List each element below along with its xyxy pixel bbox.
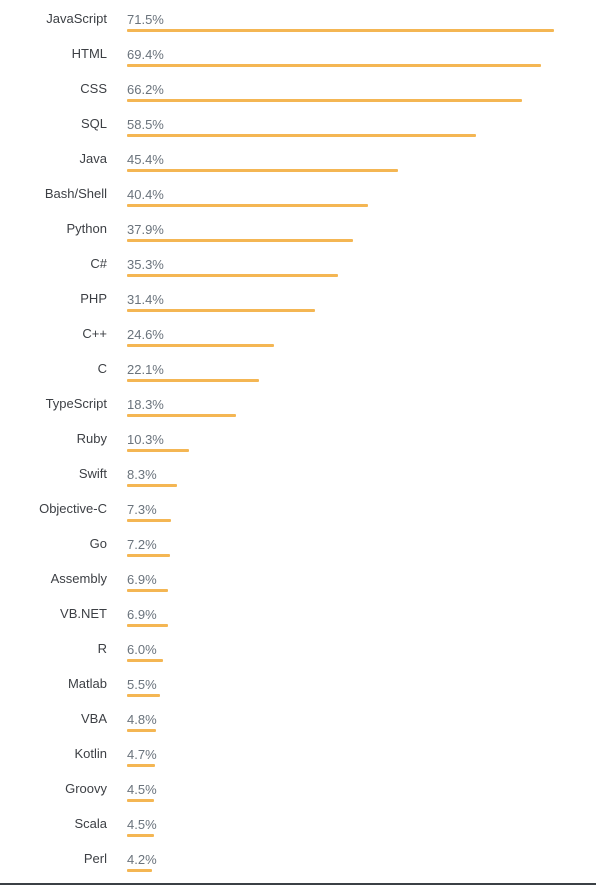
- value-label: 24.6%: [127, 327, 164, 342]
- value-label: 6.0%: [127, 642, 157, 657]
- bar: [127, 344, 274, 347]
- category-label: VB.NET: [60, 606, 107, 621]
- bar: [127, 29, 554, 32]
- value-label: 4.5%: [127, 782, 157, 797]
- bar: [127, 484, 177, 487]
- category-label: TypeScript: [45, 396, 107, 411]
- value-label: 4.7%: [127, 747, 157, 762]
- bar: [127, 204, 368, 207]
- value-label: 10.3%: [127, 432, 164, 447]
- bar: [127, 799, 154, 802]
- category-label: Swift: [78, 466, 107, 481]
- value-label: 4.5%: [127, 817, 157, 832]
- bar: [127, 239, 353, 242]
- value-label: 22.1%: [127, 362, 164, 377]
- category-label: Objective-C: [39, 501, 107, 516]
- bar: [127, 624, 168, 627]
- category-label: Java: [79, 151, 107, 166]
- value-label: 40.4%: [127, 187, 164, 202]
- value-label: 5.5%: [127, 677, 157, 692]
- category-label: SQL: [80, 116, 107, 131]
- value-label: 31.4%: [127, 292, 164, 307]
- category-label: C: [97, 361, 107, 376]
- category-label: Matlab: [67, 676, 107, 691]
- bar: [127, 834, 154, 837]
- category-label: C++: [82, 326, 107, 341]
- category-label: Python: [66, 221, 107, 236]
- category-label: Bash/Shell: [44, 186, 107, 201]
- category-label: R: [97, 641, 107, 656]
- value-label: 7.2%: [127, 537, 157, 552]
- bar: [127, 764, 155, 767]
- value-label: 69.4%: [127, 47, 164, 62]
- category-label: Kotlin: [74, 746, 107, 761]
- value-label: 6.9%: [127, 607, 157, 622]
- bar: [127, 694, 160, 697]
- category-label: CSS: [80, 81, 107, 96]
- bar: [127, 659, 163, 662]
- bar: [127, 309, 315, 312]
- category-label: HTML: [71, 46, 107, 61]
- value-label: 58.5%: [127, 117, 164, 132]
- bar: [127, 134, 476, 137]
- bottom-divider: [0, 883, 596, 885]
- value-label: 18.3%: [127, 397, 164, 412]
- bar: [127, 869, 152, 872]
- value-label: 4.2%: [127, 852, 157, 867]
- value-label: 8.3%: [127, 467, 157, 482]
- bar: [127, 589, 168, 592]
- category-label: Ruby: [76, 431, 107, 446]
- value-label: 6.9%: [127, 572, 157, 587]
- category-label: PHP: [80, 291, 107, 306]
- bar: [127, 379, 259, 382]
- category-label: Perl: [83, 851, 107, 866]
- value-label: 37.9%: [127, 222, 164, 237]
- value-label: 66.2%: [127, 82, 164, 97]
- bar: [127, 274, 338, 277]
- bar: [127, 449, 189, 452]
- bar: [127, 519, 171, 522]
- bar: [127, 99, 522, 102]
- value-label: 35.3%: [127, 257, 164, 272]
- bar: [127, 554, 170, 557]
- category-label: C#: [90, 256, 107, 271]
- category-label: Scala: [74, 816, 107, 831]
- category-label: JavaScript: [46, 11, 107, 26]
- bar: [127, 729, 156, 732]
- bar: [127, 169, 398, 172]
- value-label: 71.5%: [127, 12, 164, 27]
- category-label: Go: [89, 536, 107, 551]
- bar: [127, 64, 541, 67]
- category-label: Assembly: [50, 571, 107, 586]
- category-label: VBA: [80, 711, 107, 726]
- value-label: 4.8%: [127, 712, 157, 727]
- category-label: Groovy: [65, 781, 107, 796]
- value-label: 45.4%: [127, 152, 164, 167]
- value-label: 7.3%: [127, 502, 157, 517]
- bar: [127, 414, 236, 417]
